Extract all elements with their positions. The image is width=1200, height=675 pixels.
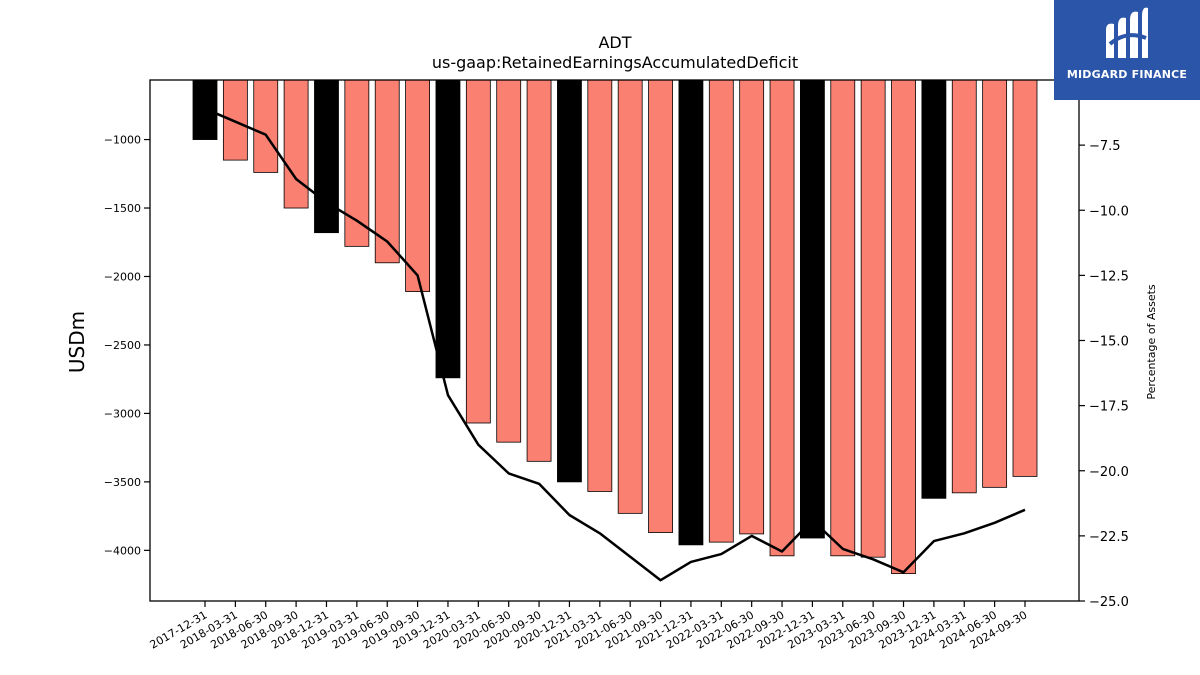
bar-2023-03-31 xyxy=(830,79,856,557)
y2-axis-label: Percentage of Assets xyxy=(1145,284,1158,400)
bar-2024-06-30 xyxy=(982,79,1008,488)
y-tick-label: −1500 xyxy=(104,202,141,215)
y-tick-label: −4000 xyxy=(104,544,141,557)
bar-2024-09-30 xyxy=(1012,79,1038,477)
chart-subtitle: us-gaap:RetainedEarningsAccumulatedDefic… xyxy=(432,53,798,72)
y-tick-label: −3000 xyxy=(104,407,141,420)
bar-2019-03-31 xyxy=(344,79,370,247)
y-tick-label: −3500 xyxy=(104,476,141,489)
right-axis: −7.5 −10.0 −12.5 −15.0 −17.5 −20.0 −22.5 −25.0 xyxy=(1079,139,1129,610)
y2-tick-label: −22.5 xyxy=(1089,530,1129,545)
bar-2022-03-31 xyxy=(708,79,734,543)
y2-tick-label: −20.0 xyxy=(1089,465,1129,480)
bar-2020-12-31 xyxy=(557,79,582,483)
bar-2023-09-30 xyxy=(891,79,916,575)
bar-2022-06-30 xyxy=(739,79,765,535)
bar-2020-06-30 xyxy=(496,79,522,443)
bar-2022-09-30 xyxy=(769,79,795,557)
bar-2019-12-31 xyxy=(435,79,461,379)
bar-2023-12-31 xyxy=(921,79,947,499)
y-tick-label: −1000 xyxy=(104,134,141,147)
y2-tick-label: −17.5 xyxy=(1089,400,1129,415)
y-tick-label: −2500 xyxy=(104,339,141,352)
line-layer xyxy=(204,107,1026,582)
bar-2022-12-31 xyxy=(800,79,825,539)
bar-2020-09-30 xyxy=(526,79,552,462)
bar-2024-03-31 xyxy=(951,79,977,494)
bar-2021-03-31 xyxy=(587,79,613,492)
bar-2023-06-30 xyxy=(860,79,886,558)
percentage-line xyxy=(204,107,1026,582)
bar-2018-06-30 xyxy=(253,79,279,173)
y2-tick-label: −10.0 xyxy=(1089,204,1129,219)
x-axis: 2017-12-312018-03-312018-06-302018-09-30… xyxy=(148,601,1030,652)
logo-text: MIDGARD FINANCE xyxy=(1066,68,1188,81)
y2-tick-label: −7.5 xyxy=(1089,139,1121,154)
bar-2018-09-30 xyxy=(283,79,309,209)
bar-2021-12-31 xyxy=(678,79,704,546)
bar-2020-03-31 xyxy=(465,79,491,424)
bar-2018-12-31 xyxy=(314,79,339,234)
y2-tick-label: −15.0 xyxy=(1089,335,1129,350)
chart-title: ADT xyxy=(598,33,631,52)
y2-tick-label: −12.5 xyxy=(1089,269,1129,284)
bar-2021-09-30 xyxy=(648,79,673,533)
bar-2018-03-31 xyxy=(222,79,248,161)
y-axis-label: USDm xyxy=(65,311,89,373)
bars xyxy=(192,79,1038,575)
logo-mark-icon xyxy=(1106,7,1148,59)
y2-tick-label: −25.0 xyxy=(1089,595,1129,610)
brand-logo: MIDGARD FINANCE xyxy=(1054,0,1200,100)
y-tick-label: −2000 xyxy=(104,270,141,283)
left-axis: −1000 −1500 −2000 −2500 −3000 −3500 −4000 xyxy=(104,134,150,557)
bar-2021-06-30 xyxy=(617,79,643,514)
bar-2019-09-30 xyxy=(405,79,430,292)
